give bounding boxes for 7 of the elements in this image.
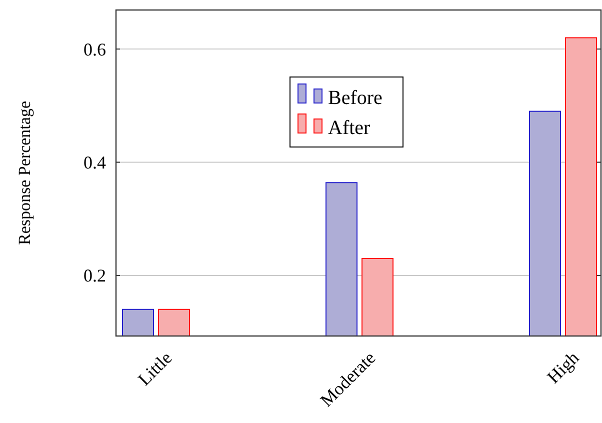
y-axis-title: Response Percentage (15, 101, 34, 245)
x-tick-label: High (543, 348, 583, 388)
y-tick-label: 0.4 (84, 152, 106, 173)
y-tick-label: 0.6 (84, 39, 106, 60)
y-tick-label: 0.2 (84, 266, 106, 286)
legend-label: After (328, 117, 371, 139)
legend-label: Before (328, 87, 383, 109)
